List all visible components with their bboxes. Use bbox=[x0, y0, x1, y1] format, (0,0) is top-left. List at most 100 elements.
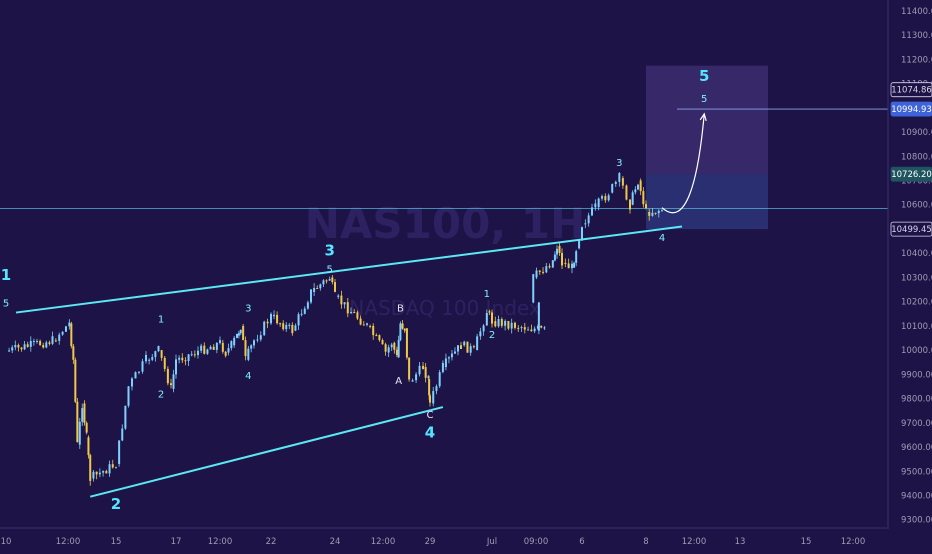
x-axis[interactable]: 10 12:00 15 17 12:00 22 24 12:00 29 Jul 09:00 6 8 12:… bbox=[0, 527, 889, 547]
candle-body bbox=[548, 266, 551, 268]
y-tick-label: 9300.00 bbox=[901, 516, 932, 526]
candle-body bbox=[98, 472, 101, 475]
candle-body bbox=[72, 346, 75, 360]
x-tick-label: Jul bbox=[486, 537, 497, 547]
candle-body bbox=[346, 302, 349, 314]
wave-label: 3 bbox=[245, 303, 251, 314]
price-tag-box bbox=[890, 166, 932, 182]
price-tag-label: 10499.45 bbox=[891, 225, 932, 235]
candle-body bbox=[316, 288, 319, 290]
candle-body bbox=[381, 340, 384, 345]
price-tag-box bbox=[890, 101, 932, 117]
candle-body bbox=[450, 353, 453, 358]
candle-body bbox=[393, 342, 396, 350]
candle-body bbox=[405, 328, 408, 358]
candle-body bbox=[17, 344, 20, 348]
candle-body bbox=[193, 354, 196, 356]
entry-zone-box bbox=[646, 174, 768, 230]
candle-body bbox=[83, 403, 86, 423]
candle-body bbox=[621, 178, 624, 186]
candle-body bbox=[479, 331, 482, 337]
candle-body bbox=[306, 302, 309, 309]
price-tag-label: 11074.86 bbox=[891, 86, 932, 96]
candle-body bbox=[403, 328, 406, 331]
candle-body bbox=[543, 327, 546, 329]
wave-label: 2 bbox=[489, 330, 495, 341]
trendline-lower[interactable] bbox=[89, 406, 444, 498]
candle-body bbox=[618, 173, 621, 182]
x-tick-label: 8 bbox=[643, 537, 648, 547]
candle-body bbox=[366, 323, 368, 325]
candle-body bbox=[591, 207, 593, 216]
candle-body bbox=[11, 347, 14, 351]
candle-body bbox=[215, 342, 218, 350]
candle-body bbox=[247, 348, 250, 360]
candle-body bbox=[513, 322, 516, 328]
wave-label: 2 bbox=[158, 389, 164, 400]
candle-body bbox=[253, 340, 255, 346]
projection-arrow-head bbox=[699, 112, 707, 122]
candle-body bbox=[422, 365, 425, 370]
candle-body bbox=[111, 464, 114, 468]
candle-body bbox=[642, 191, 645, 205]
candle-body bbox=[494, 321, 497, 327]
y-tick-label: 9900.00 bbox=[901, 370, 932, 380]
candle-body bbox=[300, 313, 303, 315]
candle-body bbox=[331, 277, 334, 283]
candle-body bbox=[58, 334, 61, 341]
candle-body bbox=[74, 359, 77, 402]
price-series bbox=[8, 171, 663, 486]
candle-body bbox=[432, 391, 435, 404]
candle-body bbox=[319, 284, 322, 289]
candle-body bbox=[372, 325, 375, 336]
price-tag-label: 10994.93 bbox=[891, 105, 932, 115]
y-tick-label: 9400.00 bbox=[901, 492, 932, 502]
candle-body bbox=[485, 313, 488, 326]
candle-body bbox=[362, 324, 365, 326]
candle-body bbox=[42, 345, 45, 348]
candle-body bbox=[157, 345, 160, 352]
candle-body bbox=[510, 322, 513, 329]
candle-body bbox=[507, 320, 510, 329]
candle-body bbox=[227, 348, 230, 353]
candle-body bbox=[105, 470, 108, 474]
candle-body bbox=[151, 357, 154, 360]
candle-body bbox=[118, 440, 121, 465]
candle-body bbox=[242, 325, 245, 341]
candle-body bbox=[575, 251, 578, 263]
candle-body bbox=[313, 288, 316, 292]
candle-body bbox=[197, 350, 199, 356]
candle-body bbox=[279, 323, 282, 325]
wave-label: A bbox=[395, 376, 402, 387]
price-tags: 11074.86 10994.93 10726.20 10499.45 bbox=[890, 82, 932, 237]
candle-body bbox=[291, 324, 294, 334]
y-tick-label: 9600.00 bbox=[901, 443, 932, 453]
candle-body bbox=[634, 189, 637, 193]
candle-body bbox=[356, 312, 359, 319]
candle-body bbox=[26, 344, 29, 347]
wave-label: 2 bbox=[111, 495, 121, 513]
candle-body bbox=[237, 333, 240, 336]
wave-labels: 1 5 2 1 2 3 4 3 5 B A C 4 1 2 3 4 5 5 bbox=[1, 67, 710, 513]
horizontal-lines bbox=[0, 108, 888, 209]
candle-body bbox=[175, 359, 177, 375]
candle-body bbox=[453, 351, 456, 354]
trendline-upper[interactable] bbox=[15, 225, 683, 314]
candle-body bbox=[558, 245, 561, 253]
candle-body bbox=[108, 464, 111, 474]
candle-body bbox=[236, 333, 238, 338]
candle-body bbox=[23, 344, 26, 350]
candle-body bbox=[597, 198, 600, 208]
wave-label: 5 bbox=[699, 67, 709, 85]
candle-body bbox=[294, 325, 297, 331]
x-tick-label: 13 bbox=[735, 537, 746, 547]
candle-body bbox=[276, 314, 279, 324]
candle-body bbox=[469, 346, 472, 353]
wave-label: B bbox=[397, 303, 404, 314]
candle-body bbox=[429, 395, 431, 403]
wave-label: 4 bbox=[425, 423, 435, 441]
trendlines bbox=[15, 225, 683, 498]
candle-body bbox=[124, 405, 127, 429]
candle-body bbox=[8, 350, 11, 352]
